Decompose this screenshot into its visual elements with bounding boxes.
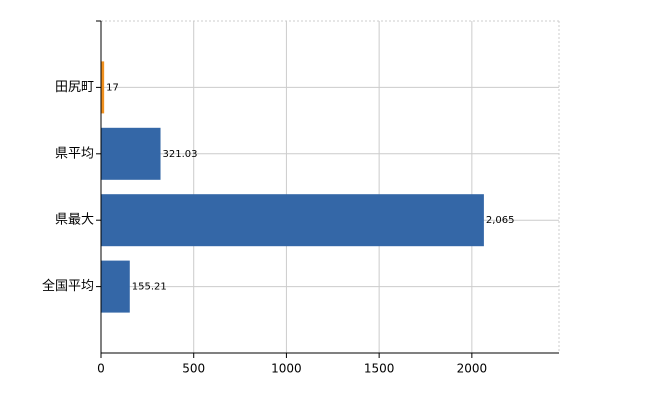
y-tick-label: 県最大 <box>55 213 94 228</box>
x-tick-label: 1000 <box>271 362 302 376</box>
x-tick-label: 0 <box>97 362 105 376</box>
value-label: 17 <box>106 82 119 93</box>
bar <box>101 127 161 180</box>
value-label: 2,065 <box>486 215 515 226</box>
bar <box>101 194 484 247</box>
x-tick-label: 1500 <box>364 362 395 376</box>
value-label: 321.03 <box>163 149 198 160</box>
x-tick-label: 500 <box>182 362 205 376</box>
bar <box>101 260 130 313</box>
x-tick-label: 2000 <box>457 362 488 376</box>
y-tick-label: 県平均 <box>55 146 94 161</box>
y-tick-label: 田尻町 <box>55 80 94 95</box>
y-tick-label: 全国平均 <box>42 278 94 294</box>
bar <box>101 61 105 114</box>
value-label: 155.21 <box>132 282 167 293</box>
